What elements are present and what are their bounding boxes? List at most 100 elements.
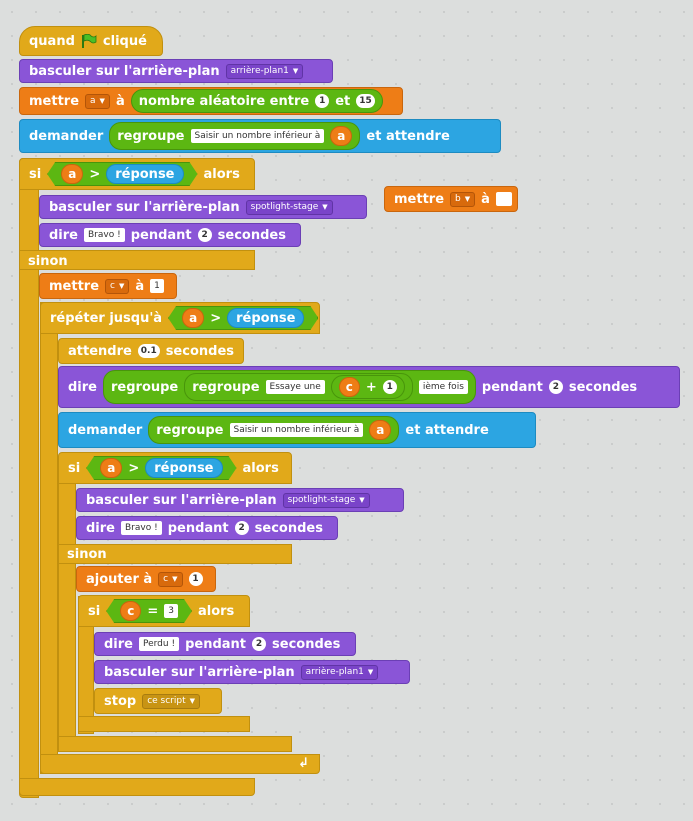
set-variable-block[interactable]: mettre a ▼ à nombre aléatoire entre 1 et … (19, 87, 403, 115)
random-from-input[interactable]: 1 (315, 94, 330, 108)
greater-than-condition[interactable]: a > réponse (168, 306, 318, 330)
wait-secs-input[interactable]: 0.1 (137, 344, 160, 358)
random-label: nombre aléatoire entre (138, 93, 310, 109)
variable-reporter[interactable]: a (61, 164, 83, 184)
backdrop-value: spotlight-stage (287, 495, 356, 505)
answer-reporter[interactable]: réponse (106, 164, 183, 184)
seconds-label: secondes (165, 343, 234, 359)
if3-foot (78, 716, 250, 732)
equals-condition[interactable]: c = 3 (106, 599, 192, 623)
switch-backdrop-label: basculer sur l'arrière-plan (104, 664, 295, 680)
join-text-input[interactable]: Essaye une (265, 380, 325, 394)
chevron-down-icon: ▼ (292, 67, 299, 75)
backdrop-dropdown[interactable]: arrière-plan1 ▼ (225, 63, 304, 79)
backdrop-dropdown[interactable]: spotlight-stage ▼ (245, 199, 333, 215)
variable-reporter[interactable]: a (369, 420, 392, 440)
greater-than-condition[interactable]: a > réponse (47, 162, 197, 186)
variable-reporter[interactable]: a (182, 308, 204, 328)
say-text-input[interactable]: Bravo ! (121, 521, 162, 535)
stop-option-dropdown[interactable]: ce script ▼ (142, 693, 201, 709)
plus-label: + (365, 379, 377, 395)
ask-and-wait-block[interactable]: demander regroupe Saisir un nombre infér… (58, 412, 536, 448)
else-bar-outer (19, 250, 255, 270)
chevron-down-icon: ▼ (99, 97, 105, 105)
add-reporter[interactable]: c + 1 (330, 375, 405, 399)
join-suffix-input[interactable]: ième fois (418, 380, 468, 394)
compare-value-input[interactable]: 3 (164, 604, 178, 618)
join-reporter-inner[interactable]: regroupe Essaye une c + 1 (184, 373, 413, 401)
variable-value: c (163, 574, 169, 584)
seconds-label: secondes (568, 379, 638, 395)
when-label: quand (29, 33, 75, 49)
secs-input[interactable]: 2 (234, 521, 249, 535)
and-label: et (335, 93, 351, 109)
variable-dropdown[interactable]: a ▼ (85, 93, 110, 109)
change-variable-block[interactable]: ajouter à c ▼ 1 (76, 566, 216, 592)
random-to-input[interactable]: 15 (356, 94, 375, 108)
else-text: sinon (67, 546, 107, 562)
ask-label: demander (68, 422, 143, 438)
join-text-input[interactable]: Saisir un nombre inférieur à (229, 423, 364, 437)
stop-block[interactable]: stop ce script ▼ (94, 688, 222, 714)
value-input[interactable]: 1 (150, 279, 164, 293)
else-bar-inner (58, 544, 292, 564)
ask-and-wait-block[interactable]: demander regroupe Saisir un nombre infér… (19, 119, 501, 153)
wait-secs-block[interactable]: attendre 0.1 secondes (58, 338, 244, 364)
chevron-down-icon: ▼ (118, 282, 125, 290)
answer-reporter[interactable]: réponse (227, 308, 304, 328)
change-value-input[interactable]: 1 (188, 572, 203, 586)
switch-backdrop-block[interactable]: basculer sur l'arrière-plan spotlight-st… (39, 195, 367, 219)
variable-reporter[interactable]: c (338, 377, 360, 397)
then-label: alors (242, 460, 279, 476)
backdrop-dropdown[interactable]: spotlight-stage ▼ (282, 492, 370, 508)
if-block-header[interactable]: si c = 3 alors (78, 595, 250, 627)
answer-reporter[interactable]: réponse (145, 458, 222, 478)
change-label: ajouter à (86, 571, 153, 587)
switch-backdrop-block[interactable]: basculer sur l'arrière-plan spotlight-st… (76, 488, 404, 512)
variable-dropdown[interactable]: b ▼ (450, 191, 476, 207)
say-for-secs-block[interactable]: dire Bravo ! pendant 2 secondes (39, 223, 301, 247)
switch-backdrop-block[interactable]: basculer sur l'arrière-plan arrière-plan… (19, 59, 333, 83)
if-else-foot-outer (19, 778, 255, 796)
variable-dropdown[interactable]: c ▼ (105, 278, 130, 294)
secs-input[interactable]: 2 (252, 637, 267, 651)
say-label: dire (86, 520, 115, 536)
join-reporter[interactable]: regroupe Saisir un nombre inférieur à a (109, 122, 361, 150)
secs-input[interactable]: 2 (548, 380, 563, 394)
variable-dropdown[interactable]: c ▼ (158, 571, 183, 587)
random-reporter[interactable]: nombre aléatoire entre 1 et 15 (130, 89, 383, 113)
set-label: mettre (394, 191, 445, 207)
secs-input[interactable]: 2 (197, 228, 212, 242)
switch-backdrop-block[interactable]: basculer sur l'arrière-plan arrière-plan… (94, 660, 410, 684)
say-label: dire (68, 379, 97, 395)
if-block-header[interactable]: si a > réponse alors (58, 452, 292, 484)
for-label: pendant (481, 379, 543, 395)
add-number-input[interactable]: 1 (382, 380, 397, 394)
set-variable-block-loose[interactable]: mettre b ▼ à (384, 186, 518, 212)
operator-label: > (89, 166, 101, 182)
say-for-secs-block[interactable]: dire regroupe regroupe Essaye une c + 1 … (58, 366, 680, 408)
join-label: regroupe (117, 128, 185, 144)
variable-reporter[interactable]: a (330, 126, 353, 146)
when-flag-clicked-block[interactable]: quand cliqué (19, 26, 163, 56)
set-variable-block[interactable]: mettre c ▼ à 1 (39, 273, 177, 299)
say-text-input[interactable]: Bravo ! (84, 228, 125, 242)
seconds-label: secondes (272, 636, 341, 652)
backdrop-value: spotlight-stage (250, 202, 319, 212)
if-block-header[interactable]: si a > réponse alors (19, 158, 255, 190)
greater-than-condition[interactable]: a > réponse (86, 456, 236, 480)
say-text-input[interactable]: Perdu ! (139, 637, 180, 651)
value-input[interactable] (495, 192, 512, 206)
say-for-secs-block[interactable]: dire Perdu ! pendant 2 secondes (94, 632, 356, 656)
join-reporter-outer[interactable]: regroupe regroupe Essaye une c + 1 ième … (103, 370, 476, 404)
then-label: alors (203, 166, 240, 182)
backdrop-dropdown[interactable]: arrière-plan1 ▼ (300, 664, 379, 680)
join-reporter[interactable]: regroupe Saisir un nombre inférieur à a (148, 416, 400, 444)
repeat-until-header[interactable]: répéter jusqu'à a > réponse (40, 302, 320, 334)
join-text-input[interactable]: Saisir un nombre inférieur à (190, 129, 325, 143)
variable-reporter[interactable]: a (100, 458, 122, 478)
variable-reporter[interactable]: c (120, 601, 141, 621)
stop-option-value: ce script (147, 696, 186, 706)
repeat-until-label: répéter jusqu'à (50, 310, 163, 326)
say-for-secs-block[interactable]: dire Bravo ! pendant 2 secondes (76, 516, 338, 540)
